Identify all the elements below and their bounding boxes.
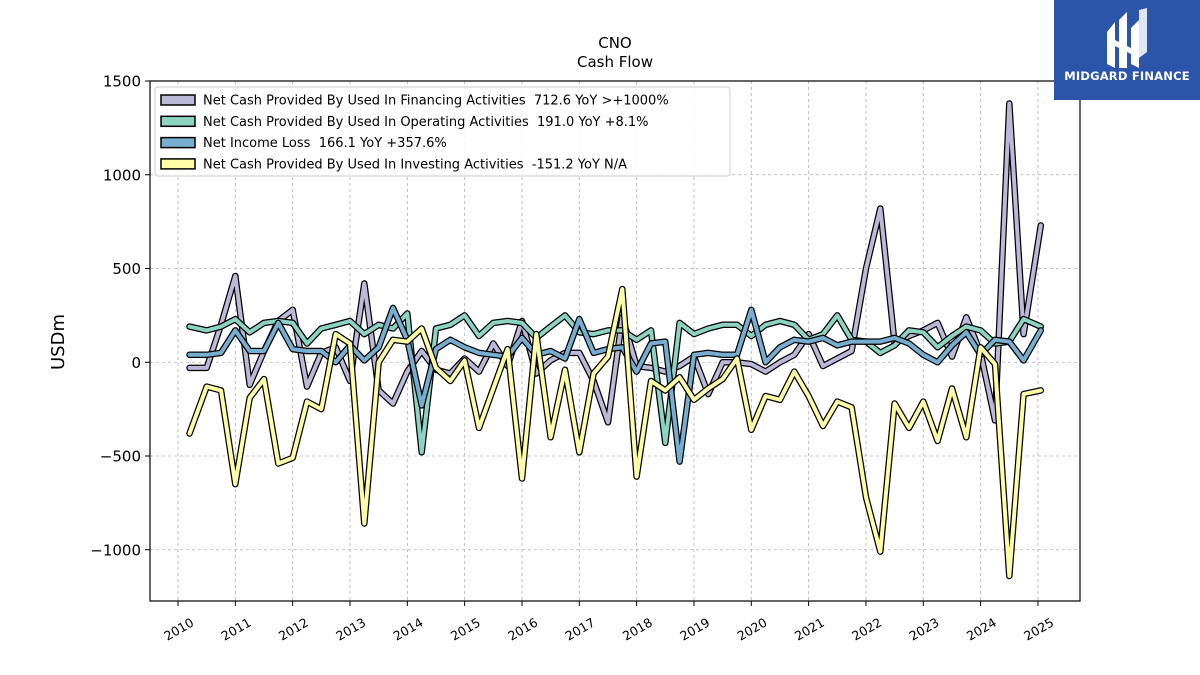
legend-entry: Net Cash Provided By Used In Operating A…: [203, 115, 649, 130]
legend: Net Cash Provided By Used In Financing A…: [154, 86, 731, 177]
legend-entry: Net Cash Provided By Used In Financing A…: [203, 94, 669, 109]
legend-box: [154, 86, 731, 177]
x-tick-label: 2013: [333, 615, 368, 644]
series-line: [187, 287, 1043, 578]
x-tick-label: 2020: [735, 615, 770, 644]
x-tick-label: 2022: [849, 615, 884, 644]
chart-title: CNO: [598, 34, 632, 52]
x-tick-label: 2024: [964, 615, 999, 644]
y-tick-label: −1000: [90, 541, 141, 559]
x-tick-label: 2012: [276, 615, 311, 644]
midgard-logo-icon: [1107, 8, 1147, 68]
legend-entry: Net Cash Provided By Used In Investing A…: [203, 157, 627, 172]
y-tick-label: 0: [131, 354, 141, 372]
y-tick-label: 1500: [103, 73, 141, 91]
legend-swatch: [160, 115, 196, 128]
x-tick-label: 2010: [161, 615, 196, 644]
plot-frame: [149, 80, 1081, 602]
brand-name: MIDGARD FINANCE: [1064, 69, 1190, 83]
y-tick-label: 500: [112, 260, 141, 278]
y-tick-label: 1000: [103, 166, 141, 184]
x-tick-label: 2016: [505, 615, 540, 644]
legend-swatch: [160, 158, 196, 170]
x-tick-label: 2021: [792, 615, 827, 644]
legend-entry: Net Income Loss 166.1 YoY +357.6%: [203, 136, 447, 151]
x-tick-label: 2023: [907, 615, 942, 644]
y-tick-label: −500: [100, 448, 141, 466]
x-tick-label: 2018: [620, 615, 655, 644]
x-tick-label: 2011: [219, 615, 254, 644]
x-tick-label: 2014: [391, 615, 426, 644]
legend-swatch: [160, 94, 196, 106]
y-axis-label: USDm: [48, 314, 69, 370]
legend-swatch: [160, 136, 196, 149]
brand-logo: MIDGARD FINANCE: [1054, 0, 1200, 100]
x-tick-label: 2015: [448, 615, 483, 644]
x-tick-label: 2017: [563, 615, 598, 644]
x-tick-label: 2025: [1021, 615, 1056, 644]
series-layer: [186, 100, 1045, 580]
x-tick-label: 2019: [677, 615, 712, 644]
chart-subtitle: Cash Flow: [577, 53, 653, 71]
